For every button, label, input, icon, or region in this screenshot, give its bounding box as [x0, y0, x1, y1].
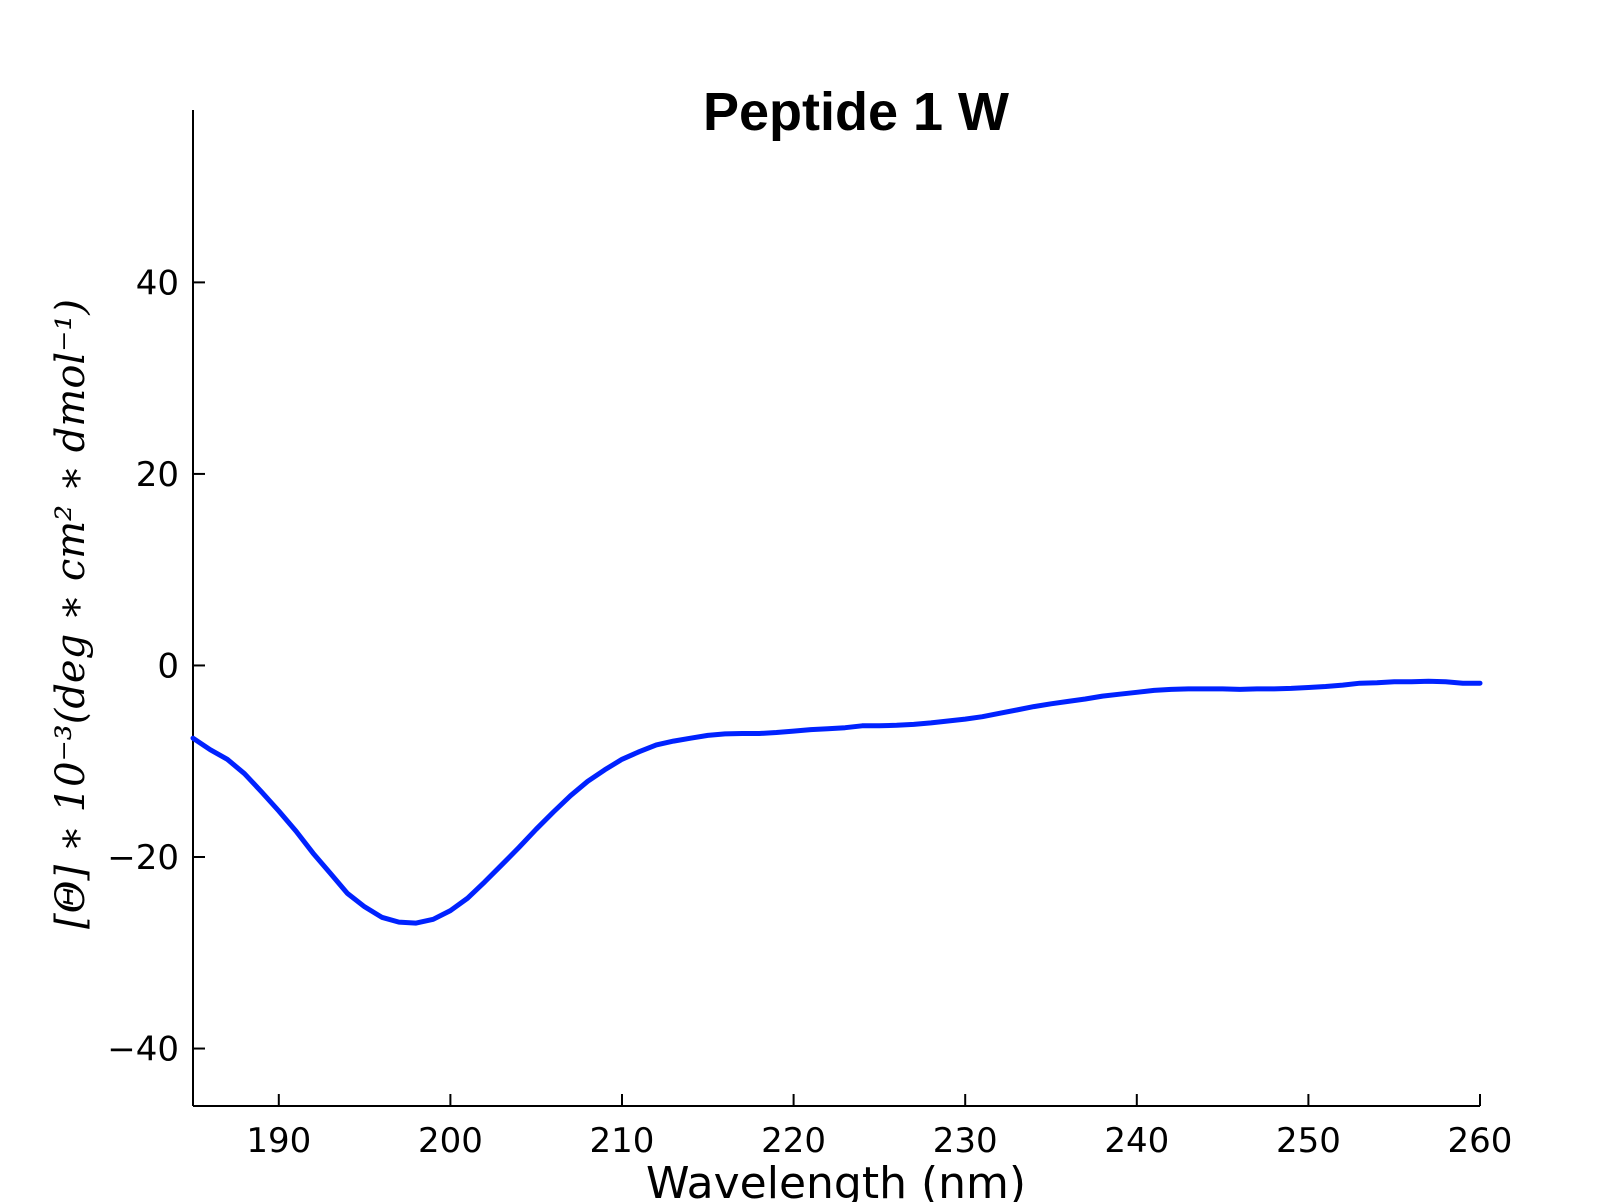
- y-ticks: −40 −20 0 20 40: [107, 263, 205, 1070]
- x-ticks: 190 200 210 220 230 240 250 260: [246, 1094, 1512, 1161]
- series-line: [190, 678, 1483, 926]
- x-tick-label: 260: [1448, 1121, 1513, 1161]
- y-tick-label: −40: [107, 1030, 179, 1070]
- y-axis-label: [Θ] ∗ 10⁻³(deg ∗ cm² ∗ dmol⁻¹): [48, 299, 94, 929]
- x-tick-label: 220: [761, 1121, 826, 1161]
- chart-title: Peptide 1 W: [703, 82, 1009, 142]
- x-tick-label: 250: [1276, 1121, 1341, 1161]
- plot-area: 190 200 210 220 230 240 250 260 −40 −20 0 20 40: [107, 110, 1512, 1161]
- y-tick-label: 0: [157, 646, 179, 686]
- series-group: [190, 678, 1483, 926]
- x-tick-label: 190: [246, 1121, 311, 1161]
- x-tick-label: 210: [590, 1121, 655, 1161]
- x-tick-label: 230: [933, 1121, 998, 1161]
- x-tick-label: 200: [418, 1121, 483, 1161]
- x-tick-label: 240: [1104, 1121, 1169, 1161]
- y-tick-label: 20: [136, 455, 179, 495]
- y-tick-label: −20: [107, 838, 179, 878]
- y-tick-label: 40: [136, 263, 179, 303]
- x-axis-label: Wavelength (nm): [646, 1158, 1026, 1202]
